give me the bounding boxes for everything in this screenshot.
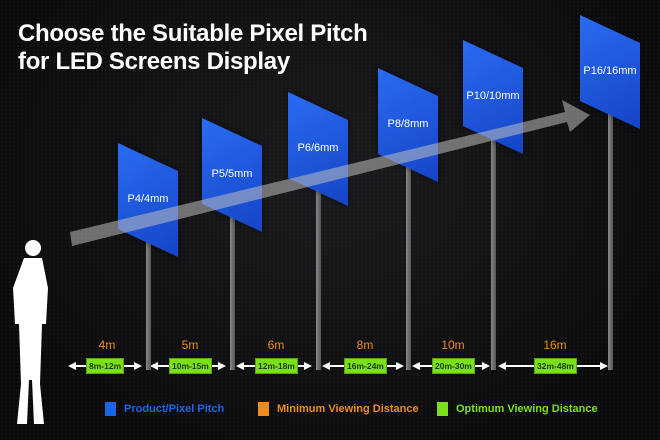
minimum-distance-label: 16m	[543, 338, 567, 352]
panel-pole	[230, 208, 235, 370]
optimum-distance-badge: 20m-30m	[432, 358, 475, 374]
legend-item-pixel-pitch: Product/Pixel Pitch	[105, 402, 224, 416]
optimum-distance-badge: 32m-48m	[534, 358, 577, 374]
pixel-pitch-label: P5/5mm	[211, 168, 253, 180]
minimum-distance-label: 8m	[356, 338, 374, 352]
pixel-pitch-label: P4/4mm	[127, 193, 169, 205]
optimum-distance-badge: 12m-18m	[255, 358, 298, 374]
minimum-distance-label: 4m	[98, 338, 116, 352]
pixel-pitch-label: P10/10mm	[466, 90, 520, 102]
title-line-1: Choose the Suitable Pixel Pitch	[18, 20, 368, 47]
minimum-distance-label: 10m	[441, 338, 465, 352]
optimum-distance-badge: 8m-12m	[86, 358, 125, 374]
minimum-distance-label: 6m	[267, 338, 285, 352]
optimum-distance-badge: 16m-24m	[344, 358, 387, 374]
optimum-distance-badge: 10m-15m	[169, 358, 212, 374]
pixel-pitch-label: P6/6mm	[297, 142, 339, 154]
pixel-pitch-label: P16/16mm	[583, 65, 637, 77]
panel-pole	[608, 105, 613, 370]
panel-pole	[146, 233, 151, 370]
minimum-distance-label: 5m	[181, 338, 199, 352]
panel-pole	[316, 182, 321, 370]
person-icon	[13, 240, 48, 424]
title-line-2: for LED Screens Display	[18, 48, 290, 75]
panel-pole	[406, 158, 411, 370]
pixel-pitch-label: P8/8mm	[387, 118, 429, 130]
panel-pole	[491, 130, 496, 370]
legend-item-minimum-distance: Minimum Viewing Distance	[258, 402, 419, 416]
legend-item-optimum-distance: Optimum Viewing Distance	[437, 402, 598, 416]
